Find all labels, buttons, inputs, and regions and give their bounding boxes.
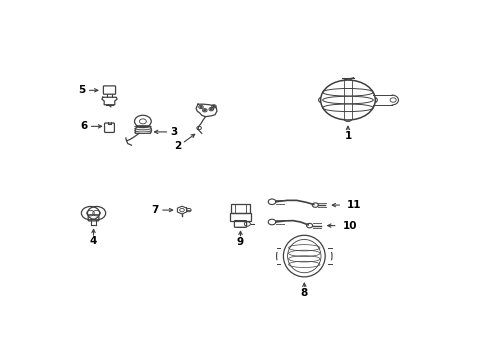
Text: 11: 11 <box>347 200 362 210</box>
Circle shape <box>213 105 215 107</box>
Text: 5: 5 <box>78 85 86 95</box>
Text: 3: 3 <box>171 127 178 137</box>
Text: 8: 8 <box>301 288 308 298</box>
Text: 1: 1 <box>344 131 352 141</box>
Text: 7: 7 <box>151 205 158 215</box>
Circle shape <box>200 106 202 108</box>
Text: 10: 10 <box>343 221 357 231</box>
Circle shape <box>210 108 212 110</box>
Circle shape <box>204 109 206 111</box>
Text: 2: 2 <box>174 141 182 151</box>
Text: 6: 6 <box>80 121 87 131</box>
Text: 9: 9 <box>237 237 244 247</box>
Text: 4: 4 <box>90 237 97 246</box>
